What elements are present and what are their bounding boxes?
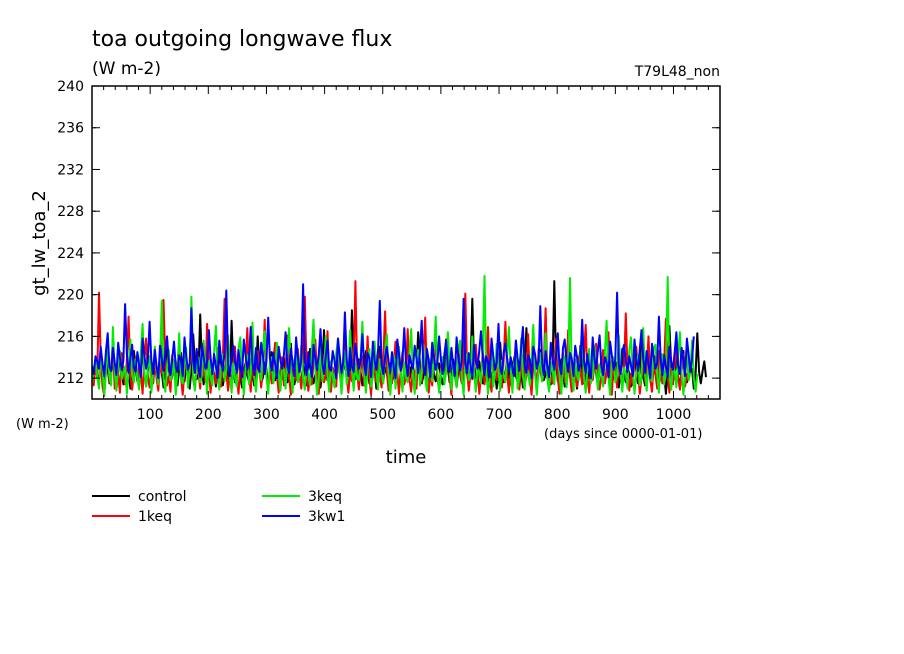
y-axis-label: gt_lw_toa_2 xyxy=(29,190,50,296)
y-tick-label-232: 232 xyxy=(57,162,84,178)
legend-label-3keq: 3keq xyxy=(308,489,342,505)
y-tick-label-216: 216 xyxy=(57,329,84,345)
x-tick-label-700: 700 xyxy=(486,407,513,423)
run-label: T79L48_non xyxy=(634,64,720,80)
chart-title: toa outgoing longwave flux xyxy=(92,27,392,52)
x-tick-label-900: 900 xyxy=(602,407,629,423)
series-layer xyxy=(92,274,707,397)
chart-subtitle-units: (W m-2) xyxy=(92,59,161,79)
y-tick-label-228: 228 xyxy=(57,204,84,220)
axis-layer: 100 200 300 400 500 600 700 800 900 1000 212 216 220… xyxy=(57,79,720,423)
x-tick-label-100: 100 xyxy=(137,407,164,423)
legend: control 1keq 3keq 3kw1 xyxy=(92,489,345,525)
x-tick-label-600: 600 xyxy=(428,407,455,423)
legend-label-control: control xyxy=(138,489,187,505)
y-tick-label-236: 236 xyxy=(57,121,84,137)
x-tick-label-800: 800 xyxy=(544,407,571,423)
x-tick-label-300: 300 xyxy=(253,407,280,423)
x-tick-label-1000: 1000 xyxy=(656,407,692,423)
x-axis-units: (days since 0000-01-01) xyxy=(544,427,702,442)
x-tick-label-200: 200 xyxy=(195,407,222,423)
y-tick-label-212: 212 xyxy=(57,371,84,387)
series-line-3kw1 xyxy=(92,283,695,380)
y-tick-label-224: 224 xyxy=(57,246,84,262)
x-tick-label-400: 400 xyxy=(311,407,338,423)
y-tick-label-240: 240 xyxy=(57,79,84,95)
y-tick-label-220: 220 xyxy=(57,288,84,304)
y-axis-units: (W m-2) xyxy=(16,417,69,432)
x-axis-label: time xyxy=(386,447,427,468)
legend-label-3kw1: 3kw1 xyxy=(308,509,345,525)
legend-label-1keq: 1keq xyxy=(138,509,172,525)
x-tick-label-500: 500 xyxy=(369,407,396,423)
